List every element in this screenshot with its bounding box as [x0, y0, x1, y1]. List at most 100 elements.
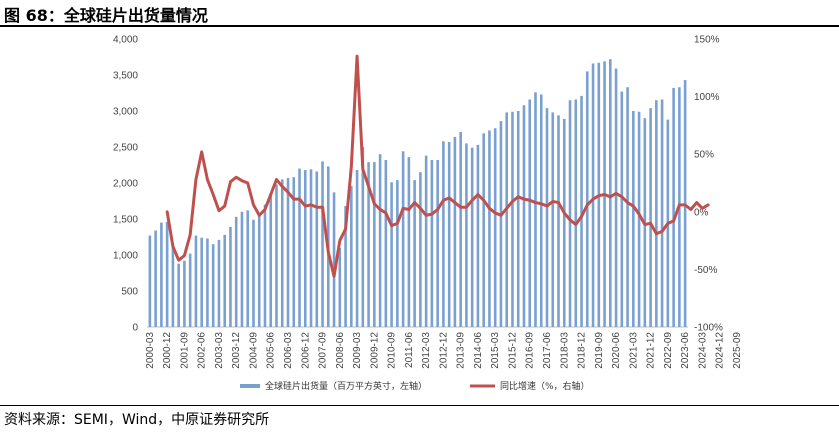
bar	[298, 168, 301, 327]
bar	[551, 112, 555, 327]
bar	[211, 244, 215, 327]
left-tick-label: 1,000	[113, 251, 138, 262]
right-tick-label: 150%	[694, 35, 720, 46]
left-tick-label: 3,500	[113, 71, 138, 82]
bar	[286, 177, 290, 327]
bar	[160, 222, 163, 327]
x-tick-label: 2015-03	[490, 332, 501, 369]
bar	[206, 238, 209, 327]
bar	[355, 170, 359, 327]
x-tick-label: 2001-09	[179, 332, 190, 369]
bar	[194, 235, 198, 327]
bar	[361, 147, 365, 327]
x-tick-label: 2004-09	[248, 332, 259, 369]
x-tick-label: 2014-06	[473, 332, 484, 369]
bar	[436, 159, 439, 327]
bar	[165, 221, 169, 327]
x-tick-label: 2003-12	[231, 332, 242, 369]
bar	[476, 144, 480, 327]
bar	[470, 147, 474, 327]
bar	[257, 215, 261, 327]
right-tick-label: 0%	[694, 207, 709, 218]
x-tick-label: 2006-12	[300, 332, 311, 369]
bar	[655, 100, 658, 327]
left-tick-label: 4,000	[113, 35, 138, 46]
bar	[183, 260, 186, 327]
bar	[217, 239, 221, 327]
x-tick-label: 2023-06	[680, 332, 691, 369]
right-tick-label: -100%	[694, 323, 723, 334]
x-tick-label: 2005-06	[266, 332, 277, 369]
left-tick-label: 3,000	[113, 107, 138, 118]
bar	[292, 177, 296, 327]
x-tick-label: 2021-12	[646, 332, 657, 369]
bar	[580, 95, 583, 327]
x-tick-label: 2016-09	[525, 332, 536, 369]
bar	[315, 171, 319, 327]
left-tick-label: 500	[121, 287, 138, 298]
bar	[344, 206, 347, 327]
bar	[240, 211, 244, 327]
bar	[562, 118, 566, 327]
bar	[516, 111, 520, 327]
source-rule	[0, 405, 839, 406]
bar	[350, 185, 353, 327]
bar	[171, 244, 175, 327]
legend: 全球硅片出货量（百万平方英寸，左轴） 同比增速（%，右轴）	[240, 380, 590, 392]
bar	[459, 131, 462, 327]
x-tick-label: 2011-06	[404, 332, 415, 368]
bar	[321, 161, 324, 327]
x-tick-label: 2019-09	[594, 332, 605, 369]
bar	[637, 111, 641, 327]
bar	[609, 59, 612, 327]
x-tick-label: 2006-03	[283, 332, 294, 369]
left-tick-label: 0	[132, 323, 138, 334]
x-tick-label: 2002-06	[197, 332, 208, 369]
right-axis-ticks: -100% -50% 0% 50% 100% 150%	[694, 35, 723, 334]
chart: 05001,0001,5002,0002,5003,0003,5004,000 …	[113, 35, 743, 393]
bar	[396, 180, 399, 327]
x-tick-label: 2000-12	[162, 332, 173, 369]
bar	[626, 87, 629, 328]
bar	[447, 141, 451, 327]
x-tick-label: 2013-09	[456, 332, 467, 369]
right-tick-label: -50%	[694, 265, 717, 276]
bar	[234, 216, 238, 327]
x-tick-label: 2015-12	[507, 332, 518, 369]
bar	[390, 182, 393, 327]
bar	[263, 204, 267, 327]
line-series	[165, 54, 710, 278]
x-tick-label: 2017-06	[542, 332, 553, 369]
x-tick-label: 2009-12	[369, 332, 380, 369]
bar	[424, 155, 428, 327]
x-tick-label: 2018-03	[559, 332, 570, 369]
title-rule	[0, 25, 839, 27]
x-tick-label: 2007-09	[318, 332, 329, 369]
x-axis-ticks: 2000-03 2000-12 2001-09 2002-06 2003-03 2003-…	[145, 332, 743, 369]
right-tick-label: 100%	[694, 92, 720, 103]
bar	[534, 92, 537, 327]
bar	[401, 151, 405, 327]
bar	[413, 180, 416, 327]
left-tick-label: 2,000	[113, 179, 138, 190]
bar	[649, 108, 652, 328]
bar	[338, 247, 342, 327]
bar	[252, 219, 255, 327]
bar	[280, 179, 284, 327]
x-tick-label: 2009-03	[352, 332, 363, 369]
bar	[275, 184, 278, 327]
bar	[188, 253, 192, 327]
bar	[407, 157, 411, 327]
bar	[154, 230, 157, 327]
x-tick-label: 2018-12	[577, 332, 588, 369]
x-tick-label: 2012-03	[421, 332, 432, 369]
bar	[303, 170, 307, 327]
bar	[309, 169, 313, 327]
bar	[378, 154, 382, 327]
bar	[614, 68, 618, 328]
bar	[373, 162, 376, 327]
x-tick-label: 2010-09	[387, 332, 398, 369]
x-tick-label: 2008-06	[335, 332, 346, 369]
bar	[442, 141, 445, 327]
bar	[200, 237, 203, 327]
